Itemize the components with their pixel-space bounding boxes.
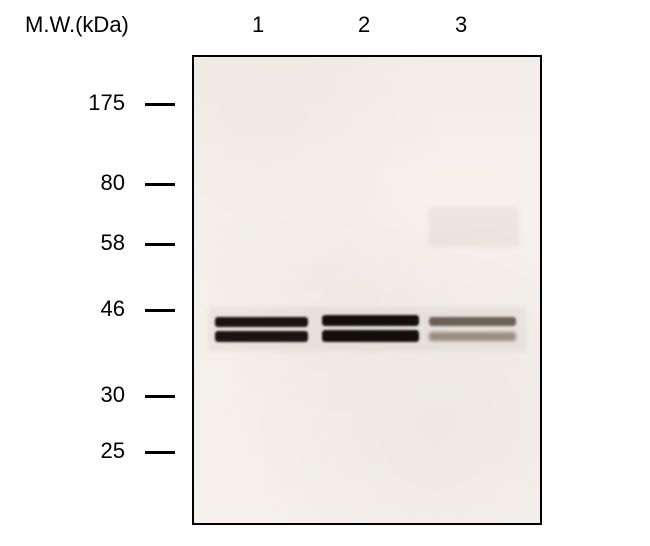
figure-container: M.W.(kDa) 1 2 3 175 80 58 46 30 25 [0, 0, 650, 546]
mw-tick-58 [145, 243, 175, 246]
mw-marker-80: 80 [75, 170, 125, 196]
band-lane1-upper [215, 317, 308, 327]
lane-label-1: 1 [252, 12, 264, 38]
band-lane3-lower [429, 332, 516, 341]
mw-axis-label: M.W.(kDa) [25, 12, 129, 38]
mw-tick-46 [145, 309, 175, 312]
lane-label-3: 3 [455, 12, 467, 38]
mw-marker-58: 58 [75, 230, 125, 256]
mw-tick-175 [145, 103, 175, 106]
band-lane2-lower [322, 330, 419, 342]
mw-marker-30: 30 [75, 382, 125, 408]
blot-membrane [192, 55, 542, 525]
band-lane3-upper [429, 317, 516, 326]
mw-tick-25 [145, 451, 175, 454]
lane-label-2: 2 [358, 12, 370, 38]
smear-lane3 [429, 207, 519, 247]
blot-background [194, 57, 540, 523]
mw-tick-30 [145, 395, 175, 398]
mw-marker-46: 46 [75, 296, 125, 322]
mw-marker-175: 175 [75, 90, 125, 116]
band-lane1-lower [215, 331, 308, 342]
smear-bandrow [208, 307, 526, 351]
mw-tick-80 [145, 183, 175, 186]
band-lane2-upper [322, 315, 419, 326]
blot-noise [194, 57, 540, 523]
mw-marker-25: 25 [75, 438, 125, 464]
